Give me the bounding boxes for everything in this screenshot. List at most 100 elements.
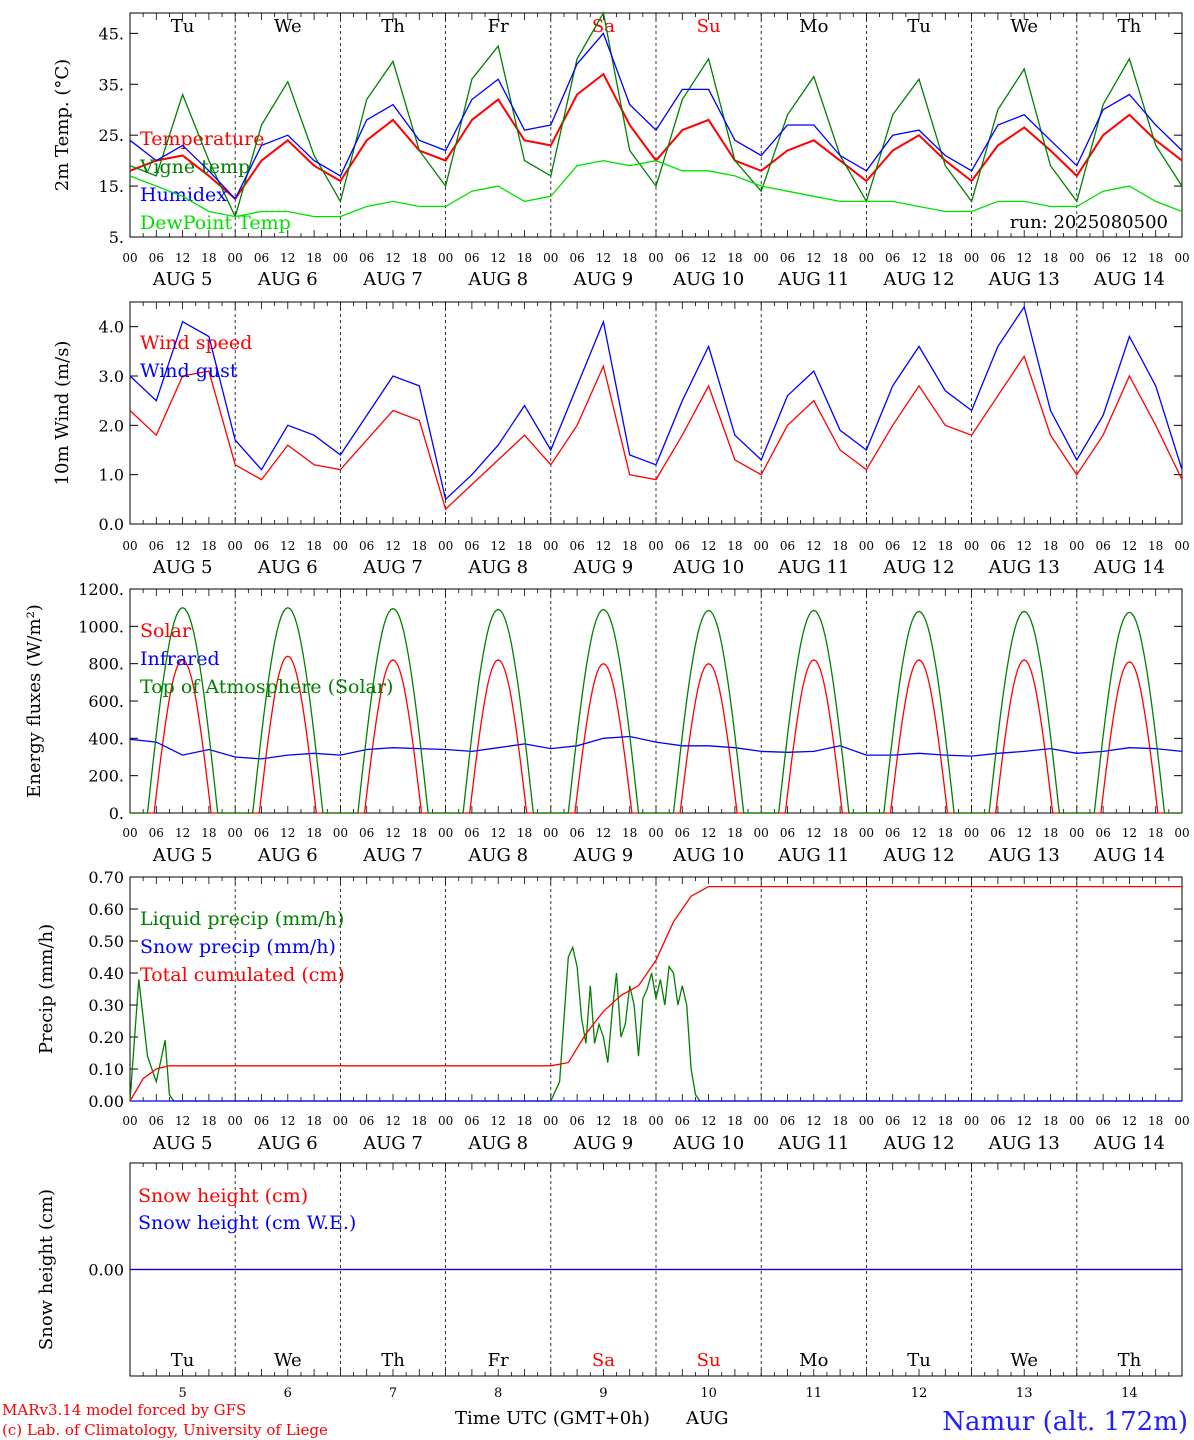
hour-tick-label: 18 [1148,251,1163,265]
lab-credit: (c) Lab. of Climatology, University of L… [2,1421,328,1439]
hour-tick-label: 06 [359,539,374,553]
y-tick-label: 45. [99,24,124,43]
hour-tick-label: 00 [438,826,453,840]
hour-tick-label: 12 [175,1114,190,1128]
hour-tick-label: 12 [280,539,295,553]
hour-tick-label: 00 [1174,826,1189,840]
panel-wind: 0.0 1.0 2.0 3.0 4.0 10m Wind (m/s) 00 06 12 18 AUG… [52,301,1190,578]
hour-tick-label: 00 [964,1114,979,1128]
date-label: AUG 8 [467,845,528,866]
hour-tick-label: 00 [648,251,663,265]
hour-tick-label: 00 [438,1114,453,1128]
y-tick-label: 2.0 [99,416,124,435]
hour-tick-label: 06 [1095,1114,1110,1128]
hour-tick-label: 12 [596,826,611,840]
hour-tick-label: 06 [675,251,690,265]
hour-tick-label: 00 [648,539,663,553]
hour-tick-label: 06 [1095,539,1110,553]
hour-tick-label: 12 [175,251,190,265]
hour-tick-label: 12 [911,539,926,553]
date-label: AUG 7 [362,557,423,578]
panel-temperature: 5. 15. 25. 35. 45. 2m Temp. (°C) Tu We Th Fr Sa Su M… [52,11,1190,290]
day-number-label: 6 [284,1386,292,1401]
legend-entry: Vigne temp [139,156,250,178]
day-number-label: 8 [494,1386,502,1401]
hour-tick-label: 06 [990,251,1005,265]
hour-tick-label: 00 [122,539,137,553]
hour-tick-label: 00 [1069,826,1084,840]
day-name: Th [1118,16,1142,37]
hour-tick-label: 18 [306,539,321,553]
hour-tick-label: 12 [1017,251,1032,265]
hour-tick-label: 18 [832,251,847,265]
hour-tick-label: 12 [280,1114,295,1128]
date-label: AUG 8 [467,269,528,290]
hour-tick-label: 06 [675,539,690,553]
date-label: AUG 9 [573,557,634,578]
legend-entry: Snow height (cm W.E.) [138,1212,356,1234]
date-label: AUG 13 [988,557,1060,578]
y-tick-label: 5. [109,228,124,247]
legend-entry: Humidex [140,184,227,206]
day-name: We [274,16,302,37]
hour-tick-label: 06 [885,251,900,265]
hour-tick-label: 18 [201,1114,216,1128]
day-number-label: 14 [1121,1386,1138,1401]
hour-tick-label: 00 [228,539,243,553]
y-tick-label: 800. [88,655,124,674]
date-label: AUG 7 [362,269,423,290]
legend-entry: Infrared [140,648,220,670]
date-label: AUG 9 [573,269,634,290]
date-label: AUG 11 [777,269,849,290]
series-line-infrared [129,735,1183,760]
hour-tick-label: 18 [938,539,953,553]
hour-tick-label: 18 [1148,1114,1163,1128]
day-name: Su [697,1350,721,1371]
hour-tick-label: 06 [1095,251,1110,265]
hour-tick-label: 06 [780,1114,795,1128]
hour-tick-label: 06 [254,826,269,840]
day-name: We [1010,1350,1038,1371]
hour-tick-label: 18 [306,251,321,265]
hour-tick-label: 00 [648,826,663,840]
hour-tick-label: 18 [517,539,532,553]
station-label: Namur (alt. 172m) [942,1407,1188,1437]
hour-tick-label: 12 [491,826,506,840]
hour-tick-label: 12 [701,539,716,553]
hour-tick-label: 18 [517,1114,532,1128]
hour-tick-label: 06 [569,539,584,553]
hour-tick-label: 06 [359,826,374,840]
run-label: run: 2025080500 [1010,212,1168,233]
hour-tick-label: 12 [1017,539,1032,553]
hour-tick-label: 06 [359,1114,374,1128]
date-label: AUG 5 [152,557,213,578]
hour-tick-label: 00 [543,826,558,840]
y-tick-label: 25. [99,126,124,145]
y-tick-label: 0.20 [88,1028,124,1047]
hour-tick-label: 12 [491,1114,506,1128]
hour-tick-label: 06 [569,251,584,265]
hour-tick-label: 12 [806,1114,821,1128]
hour-tick-label: 18 [727,1114,742,1128]
hour-tick-label: 18 [517,251,532,265]
y-tick-label: 600. [88,692,124,711]
hour-tick-label: 18 [1043,539,1058,553]
date-label: AUG 14 [1093,269,1165,290]
day-number-label: 9 [599,1386,607,1401]
hour-tick-label: 00 [228,1114,243,1128]
hour-tick-label: 00 [543,251,558,265]
hour-tick-label: 06 [990,539,1005,553]
date-label: AUG 13 [988,845,1060,866]
panel-frame [129,12,1183,238]
y-tick-label: 0.40 [88,964,124,983]
hour-tick-label: 18 [412,1114,427,1128]
hour-tick-label: 00 [1069,539,1084,553]
x-axis-month: AUG [685,1408,729,1429]
hour-tick-label: 12 [385,251,400,265]
date-label: AUG 12 [882,269,954,290]
date-label: AUG 12 [882,1133,954,1154]
legend-entry: Top of Atmosphere (Solar) [140,676,393,698]
series-line-wind-gust [129,305,1183,501]
hour-tick-label: 18 [412,826,427,840]
legend-entry: Liquid precip (mm/h) [140,908,344,930]
